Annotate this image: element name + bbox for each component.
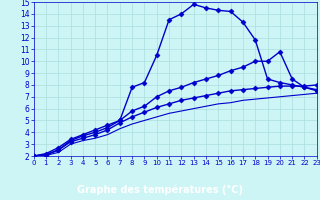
- Text: Graphe des températures (°C): Graphe des températures (°C): [77, 184, 243, 195]
